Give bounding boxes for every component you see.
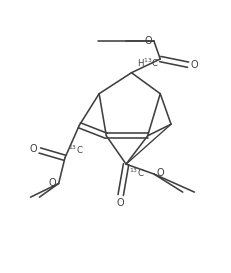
Text: O: O [49, 179, 56, 188]
Text: O: O [190, 60, 198, 70]
Text: O: O [156, 168, 163, 178]
Text: O: O [29, 144, 37, 154]
Text: O: O [116, 198, 124, 208]
Text: $^{13}$C: $^{13}$C [129, 167, 144, 179]
Text: $^{13}$C: $^{13}$C [68, 143, 83, 156]
Text: H$^{13}$C: H$^{13}$C [136, 57, 158, 69]
Text: O: O [143, 36, 151, 46]
